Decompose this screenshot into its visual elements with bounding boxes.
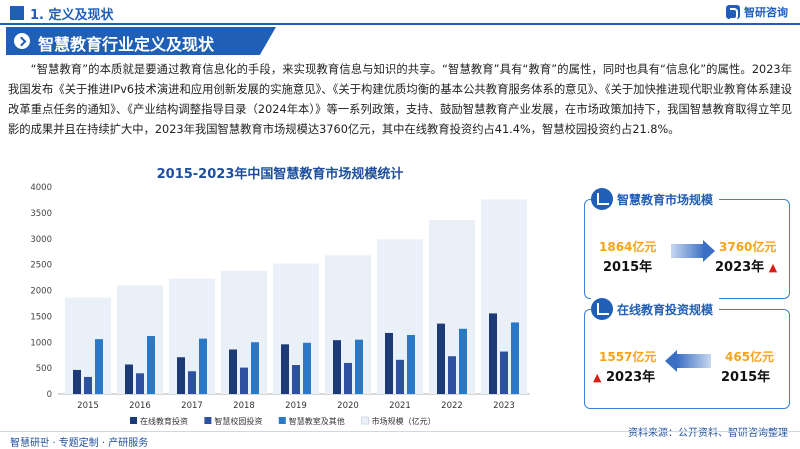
investment-bar: [500, 351, 508, 394]
market-size-chart: 0 500 1000 1500 2000 2500 3000 3500 4000 2015 2016…: [30, 183, 530, 426]
investment-bar: [511, 322, 519, 394]
page-banner: 智慧教育行业定义及现状: [6, 27, 276, 55]
card-right-year: 2015年: [721, 370, 771, 385]
chart-badge-icon: [591, 188, 613, 210]
x-tick-label: 2023: [493, 401, 515, 411]
brand-logo-text: 智研咨询: [744, 6, 788, 19]
y-tick-label: 1500: [30, 312, 52, 322]
legend-swatch: [278, 417, 286, 424]
investment-bar: [251, 342, 259, 394]
footer-text: 智慧研판 · 专题定制 · 产研服务: [10, 438, 149, 449]
chart-badge-icon: [591, 298, 613, 320]
section-title: 1. 定义及现状: [30, 8, 114, 23]
card-header: 在线教育投资规模: [591, 298, 720, 320]
investment-bar: [396, 359, 404, 394]
chevron-right-icon: [14, 33, 30, 49]
investment-bar: [73, 369, 81, 394]
source-note: 资料来源：公开资料、智研咨询整理: [628, 428, 788, 439]
top-bar: 1. 定义及现状 智研咨询: [0, 0, 800, 26]
investment-bar: [385, 332, 393, 394]
legend-swatch: [361, 416, 369, 425]
brand-logo: 智研咨询: [726, 4, 788, 20]
market-size-card: 智慧教育市场规模 1864亿元 2015年 3760亿元 2023年 ▲: [584, 188, 790, 299]
arrow-right-head-icon: [703, 240, 715, 262]
y-tick-label: 4000: [30, 183, 52, 193]
investment-bar: [125, 364, 133, 394]
y-tick-label: 3000: [30, 235, 52, 245]
card-right-year: 2023年: [715, 260, 765, 275]
investment-bar: [147, 336, 155, 394]
brand-logo-icon: [726, 5, 740, 20]
y-tick-label: 500: [36, 364, 52, 374]
card-left-value: 1557亿元: [599, 350, 657, 364]
investment-bar: [188, 371, 196, 394]
card-left-year: 2015年: [603, 260, 653, 275]
card-right-value: 3760亿元: [719, 240, 777, 254]
x-tick-label: 2016: [129, 401, 151, 411]
x-tick-label: 2017: [181, 401, 203, 411]
card-header: 智慧教育市场规模: [591, 188, 720, 210]
y-tick-label: 2500: [30, 261, 52, 271]
card-right-year-wrap: 2023年 ▲: [715, 256, 777, 275]
investment-bar: [303, 342, 311, 394]
card-right-value: 465亿元: [725, 350, 775, 364]
y-tick-label: 3500: [30, 209, 52, 219]
footer-divider: [0, 431, 800, 432]
investment-bar: [407, 335, 415, 394]
page-title: 智慧教育行业定义及现状: [38, 35, 215, 54]
up-arrow-icon: ▲: [593, 371, 602, 384]
chart-title: 2015-2023年中国智慧教育市场规模统计: [156, 167, 404, 182]
card-left-value: 1864亿元: [599, 240, 657, 254]
investment-bar: [489, 313, 497, 394]
card-title: 在线教育投资规模: [617, 302, 714, 317]
top-divider: [0, 23, 800, 25]
investment-bar: [355, 339, 363, 394]
x-tick-label: 2021: [389, 401, 411, 411]
up-arrow-icon: ▲: [768, 261, 778, 274]
y-tick-label: 0: [47, 390, 52, 400]
online-investment-card: 在线教育投资规模 1557亿元 ▲ 2023年 465亿元 2015年: [584, 298, 790, 409]
arrow-right-icon: [671, 244, 705, 258]
x-tick-label: 2019: [285, 401, 307, 411]
arrow-left-icon: [677, 354, 711, 368]
investment-bar: [95, 339, 103, 394]
card-title: 智慧教育市场规模: [617, 192, 714, 207]
investment-bar: [344, 362, 352, 394]
intro-paragraph: “智慧教育”的本质就是要通过教育信息化的手段，来实现教育信息与知识的共享。“智慧…: [8, 63, 792, 136]
card-left-year-wrap: ▲ 2023年: [593, 366, 655, 385]
legend-label: 智慧校园投资: [214, 416, 262, 426]
y-tick-label: 2000: [30, 287, 52, 297]
investment-bar: [84, 376, 92, 394]
arrow-left-head-icon: [665, 350, 677, 372]
investment-bar: [199, 338, 207, 394]
y-tick-label: 1000: [30, 338, 52, 348]
x-tick-label: 2015: [77, 401, 99, 411]
investment-bar: [136, 373, 144, 394]
investment-bar: [448, 356, 456, 394]
investment-bar: [333, 340, 341, 394]
x-tick-label: 2018: [233, 401, 255, 411]
card-left-year: 2023年: [606, 370, 656, 385]
x-tick-label: 2020: [337, 401, 359, 411]
section-marker-icon: [10, 6, 24, 20]
legend-label: 智慧教室及其他: [289, 416, 345, 426]
legend-label: 在线教育投资: [140, 416, 188, 426]
investment-bar: [292, 365, 300, 394]
investment-bar: [459, 328, 467, 394]
x-tick-label: 2022: [441, 401, 463, 411]
investment-bar: [240, 367, 248, 394]
investment-bar: [177, 357, 185, 394]
legend-label: 市场规模（亿元）: [372, 416, 436, 426]
legend-swatch: [130, 417, 137, 424]
investment-bar: [437, 323, 445, 394]
investment-bar: [281, 344, 289, 394]
legend-swatch: [204, 417, 212, 424]
investment-bar: [229, 349, 237, 394]
